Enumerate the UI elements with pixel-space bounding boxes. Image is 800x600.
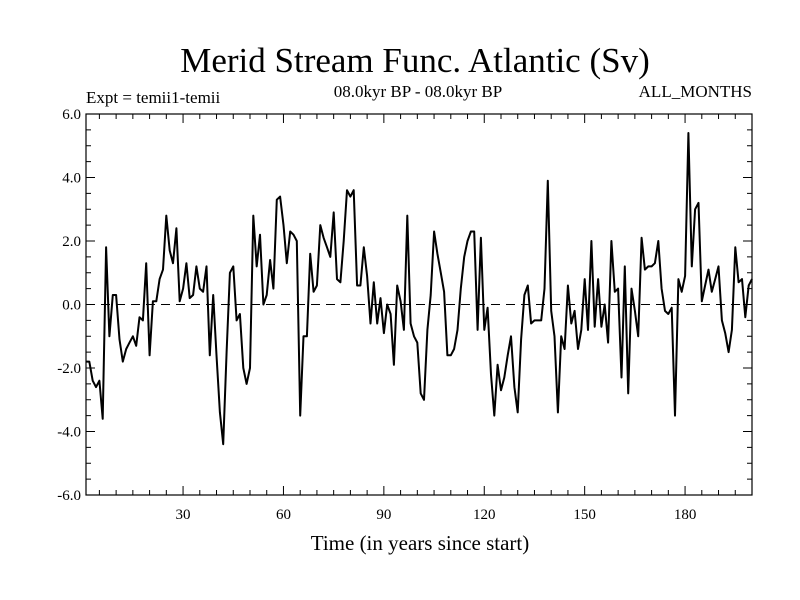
- y-tick-label: 0.0: [62, 298, 81, 314]
- y-tick-label: -4.0: [57, 425, 81, 441]
- x-tick-label: 90: [376, 507, 391, 523]
- period-label: 08.0kyr BP - 08.0kyr BP: [334, 82, 502, 101]
- x-tick-label: 150: [573, 507, 596, 523]
- x-tick-label: 30: [176, 507, 191, 523]
- y-tick-label: -2.0: [57, 361, 81, 377]
- series-line: [86, 132, 753, 446]
- chart-title: Merid Stream Func. Atlantic (Sv): [180, 41, 650, 80]
- x-tick-label: 120: [473, 507, 496, 523]
- x-axis-label: Time (in years since start): [311, 531, 530, 555]
- experiment-label: Expt = temii1-temii: [86, 88, 221, 107]
- y-tick-label: 2.0: [62, 234, 81, 250]
- x-tick-label: 60: [276, 507, 291, 523]
- y-tick-label: 6.0: [62, 107, 81, 123]
- months-label: ALL_MONTHS: [639, 82, 752, 101]
- x-tick-label: 180: [674, 507, 697, 523]
- plot-area: -6.0 -4.0 -2.0 0.0 2.0 4.0 6.0 30 60 90 120 150 180: [57, 107, 753, 523]
- y-tick-label: 4.0: [62, 171, 81, 187]
- y-tick-label: -6.0: [57, 488, 81, 504]
